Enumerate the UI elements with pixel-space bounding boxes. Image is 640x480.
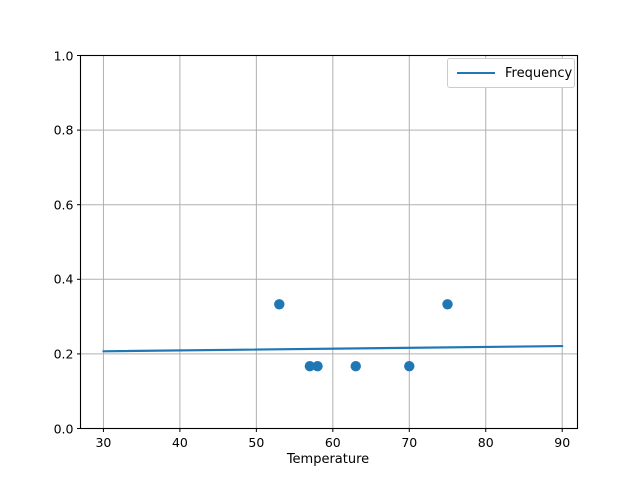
x-tick-label-60: 60: [324, 434, 341, 450]
legend-line-swatch: [457, 72, 495, 74]
y-tick-label-0.4: 0.4: [53, 271, 74, 287]
x-tick-label-80: 80: [477, 434, 494, 450]
x-tick-label-30: 30: [95, 434, 112, 450]
x-tick-label-40: 40: [171, 434, 188, 450]
y-tick-label-0.0: 0.0: [53, 421, 74, 436]
gridlines: [80, 55, 578, 429]
chart-legend: Frequency: [447, 58, 575, 88]
y-tick-label-0.2: 0.2: [53, 346, 74, 362]
legend-entry-label: Frequency: [505, 65, 573, 81]
axes-spines: [79, 54, 579, 430]
x-tick-label-90: 90: [554, 434, 571, 450]
y-tick-label-0.8: 0.8: [53, 122, 74, 138]
x-tick-label-70: 70: [401, 434, 418, 450]
axis-tick-marks: [77, 55, 563, 432]
line-series-frequency: [102, 344, 564, 353]
x-axis-label: Temperature: [286, 452, 370, 467]
y-tick-label-1.0: 1.0: [53, 48, 74, 63]
y-tick-label-0.6: 0.6: [53, 197, 74, 213]
scatter-series-observations: [274, 299, 453, 372]
x-tick-label-50: 50: [248, 434, 265, 450]
